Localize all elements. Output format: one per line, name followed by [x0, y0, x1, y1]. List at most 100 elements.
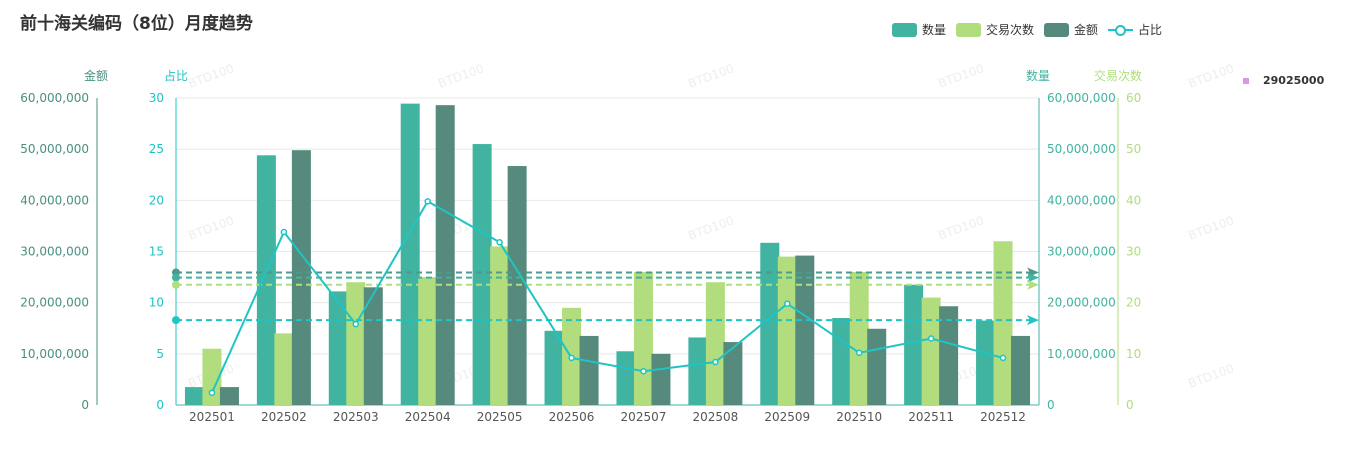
tick-label-right-qty: 0	[1047, 398, 1055, 412]
bar-right_qty	[688, 337, 708, 405]
tick-label-left-pct: 15	[149, 245, 164, 259]
bar-right_count	[849, 271, 869, 405]
bar-left_amount	[723, 342, 743, 405]
tick-label-right-qty: 60,000,000	[1047, 91, 1116, 105]
tick-label-left-amount: 60,000,000	[20, 91, 89, 105]
bar-left_amount	[867, 328, 887, 405]
bar-right_qty	[976, 320, 996, 405]
line-point-pct	[927, 335, 935, 342]
side-legend-dot-icon	[1243, 77, 1249, 84]
watermark-text: BTD100	[186, 61, 236, 90]
watermark-text: BTD100	[186, 213, 236, 242]
bar-right_count	[633, 271, 653, 405]
bar-right_qty	[328, 291, 348, 405]
x-tick-label: 202502	[261, 410, 307, 424]
bar-left_amount	[1011, 335, 1031, 405]
x-tick-label: 202510	[836, 410, 882, 424]
chart-legend: 数量 交易次数 金额 占比	[892, 21, 1172, 38]
bar-right_count	[274, 333, 294, 405]
tick-label-right-count: 20	[1126, 296, 1141, 310]
bar-right_count	[705, 282, 725, 405]
line-point-pct	[999, 354, 1007, 362]
line-point-pct	[352, 320, 360, 328]
x-tick-label: 202504	[405, 410, 451, 424]
legend-label-pct: 占比	[1138, 23, 1163, 37]
side-legend-item[interactable]: 29025000	[1243, 74, 1324, 87]
line-point-pct	[496, 239, 503, 246]
tick-label-right-count: 50	[1126, 142, 1141, 156]
bar-right_count	[921, 297, 941, 405]
tick-label-left-pct: 25	[149, 142, 164, 156]
tick-label-right-qty: 10,000,000	[1047, 347, 1116, 361]
legend-item-count[interactable]: 交易次数	[956, 21, 1034, 38]
mark-line-start-dot	[172, 273, 180, 282]
axis-name-left-pct: 占比	[164, 68, 188, 83]
legend-swatch-amount	[1044, 22, 1070, 37]
legend-line-pct-icon	[1108, 23, 1134, 37]
bar-right_qty	[616, 351, 636, 405]
tick-label-left-pct: 5	[156, 347, 164, 361]
line-point-pct	[208, 389, 216, 396]
x-tick-label: 202503	[333, 410, 379, 424]
bar-right_count	[418, 277, 438, 405]
bar-right_qty	[544, 330, 564, 405]
tick-label-left-pct: 10	[149, 296, 164, 310]
bar-right_count	[777, 256, 797, 405]
legend-item-amount[interactable]: 金额	[1044, 21, 1098, 38]
bar-right_qty	[832, 318, 852, 405]
mark-line-start-dot	[172, 316, 180, 325]
line-point-pct	[855, 349, 863, 357]
bar-left_amount	[939, 306, 959, 405]
bar-left_amount	[651, 353, 671, 405]
legend-swatch-count	[956, 22, 982, 37]
tick-label-right-count: 0	[1126, 398, 1134, 412]
axis-name-left-amount: 金额	[84, 68, 108, 83]
watermark-text: BTD100	[1186, 213, 1236, 242]
tick-label-right-count: 30	[1126, 245, 1141, 259]
bar-right_count	[490, 246, 510, 405]
bar-left_amount	[435, 105, 455, 405]
tick-label-left-amount: 50,000,000	[20, 142, 89, 156]
x-tick-label: 202501	[189, 410, 235, 424]
legend-label-count: 交易次数	[986, 23, 1035, 37]
tick-label-right-count: 60	[1126, 91, 1141, 105]
axis-name-right-count: 交易次数	[1094, 68, 1142, 83]
bar-left_amount	[579, 335, 599, 405]
x-tick-label: 202506	[549, 410, 595, 424]
line-point-pct	[784, 300, 791, 307]
legend-item-qty[interactable]: 数量	[892, 21, 946, 38]
legend-label-amount: 金额	[1074, 23, 1099, 37]
x-tick-label: 202509	[764, 410, 810, 424]
bar-left_amount	[363, 287, 383, 405]
line-point-pct	[568, 354, 575, 362]
side-legend-label: 29025000	[1263, 74, 1325, 87]
tick-label-left-pct: 20	[149, 193, 164, 207]
tick-label-left-amount: 20,000,000	[20, 296, 89, 310]
tick-label-left-pct: 30	[149, 91, 164, 105]
line-point-pct	[712, 358, 719, 366]
tick-label-right-count: 40	[1126, 193, 1141, 207]
x-tick-label: 202507	[621, 410, 667, 424]
tick-label-right-qty: 20,000,000	[1047, 296, 1116, 310]
mark-line-arrow-icon	[1027, 279, 1039, 290]
tick-label-left-amount: 30,000,000	[20, 245, 89, 259]
bar-right_qty	[760, 242, 780, 405]
watermark-text: BTD100	[1186, 61, 1236, 90]
watermark-text: BTD100	[1186, 361, 1236, 390]
legend-swatch-qty	[892, 22, 917, 37]
bar-right_qty	[184, 387, 204, 405]
legend-item-pct[interactable]: 占比	[1108, 21, 1162, 38]
bar-right_qty	[472, 144, 492, 406]
tick-label-left-amount: 10,000,000	[20, 347, 89, 361]
tick-label-right-qty: 50,000,000	[1047, 142, 1116, 156]
bar-left_amount	[219, 387, 239, 405]
axis-name-right-qty: 数量	[1026, 68, 1050, 83]
watermark-text: BTD100	[686, 61, 736, 90]
watermark-text: BTD100	[686, 213, 736, 242]
watermark-text: BTD100	[936, 213, 986, 242]
line-series-pct	[211, 199, 1004, 394]
tick-label-right-count: 10	[1126, 347, 1141, 361]
bar-left_amount	[795, 255, 815, 405]
bar-right_count	[346, 282, 366, 405]
x-tick-label: 202508	[692, 410, 738, 424]
